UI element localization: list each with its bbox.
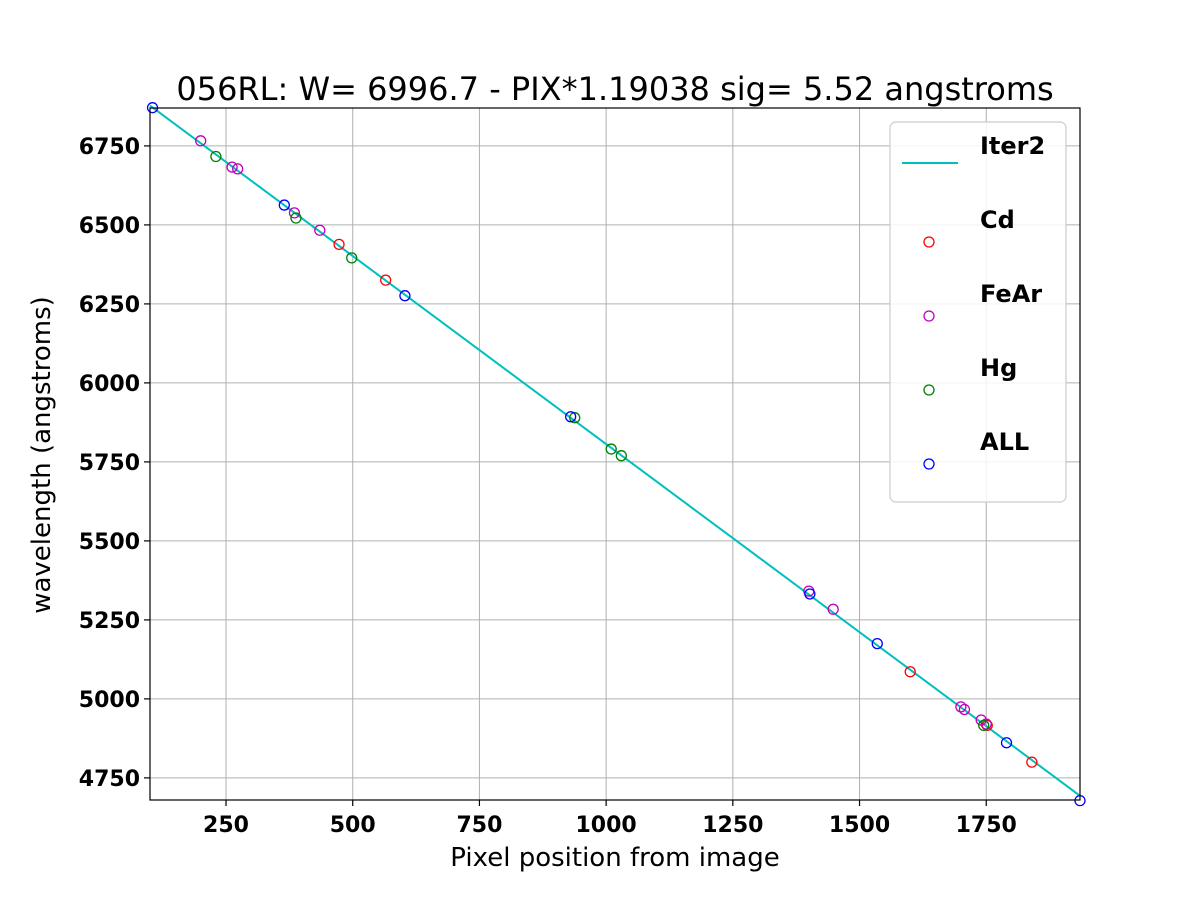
y-axis-label: wavelength (angstroms): [27, 296, 57, 614]
axis-ticks: 250 500 750 1000 1250 1500 1750 4750 5000 5250 550…: [79, 135, 1017, 838]
data-point-cd: [1026, 756, 1038, 768]
legend-label-fear: FeAr: [980, 280, 1042, 308]
data-point-fear: [827, 603, 839, 615]
x-tick-label: 1500: [829, 813, 890, 838]
legend-marker-all: [923, 458, 935, 470]
data-point-fear: [232, 163, 244, 175]
data-point-all: [399, 290, 411, 302]
y-tick-label: 5000: [79, 688, 140, 713]
y-tick-label: 6250: [79, 293, 140, 318]
legend-marker-fear: [923, 310, 935, 322]
legend-label-iter2: Iter2: [980, 132, 1045, 160]
data-point-fear: [288, 207, 301, 219]
data-point-cd: [333, 238, 345, 250]
data-point-fear: [195, 135, 207, 147]
x-tick-label: 1000: [576, 813, 637, 838]
legend-box: [889, 121, 1067, 503]
y-tick-label: 6000: [79, 372, 140, 397]
data-point-cd: [380, 274, 392, 286]
legend-marker-cd: [923, 236, 935, 248]
data-point-hg: [569, 412, 581, 424]
data-point-all: [278, 199, 290, 211]
x-axis-label: Pixel position from image: [450, 843, 779, 873]
data-point-hg: [290, 212, 302, 224]
legend-label-cd: Cd: [980, 206, 1015, 234]
data-point-all: [1000, 737, 1013, 749]
legend-label-hg: Hg: [980, 354, 1017, 382]
plot-frame: [149, 107, 1081, 801]
chart-title: 056RL: W= 6996.7 - PIX*1.19038 sig= 5.52…: [176, 70, 1053, 108]
x-tick-label: 250: [203, 813, 249, 838]
y-tick-label: 6750: [79, 135, 140, 160]
data-point-hg: [346, 252, 358, 264]
y-tick-label: 5750: [79, 451, 140, 476]
data-point-fear: [314, 224, 326, 236]
data-point-fear: [958, 703, 971, 716]
y-tick-label: 5500: [79, 530, 140, 555]
plot-area: [146, 102, 1086, 807]
data-point-all: [871, 637, 883, 650]
y-tick-label: 4750: [79, 767, 140, 792]
data-point-fear: [955, 701, 967, 713]
data-point-all: [804, 588, 816, 600]
x-tick-label: 1250: [702, 813, 763, 838]
x-tick-label: 500: [330, 813, 376, 838]
data-point-hg: [978, 719, 990, 732]
y-tick-label: 5250: [79, 609, 140, 634]
data-point-hg: [210, 150, 222, 163]
x-tick-label: 1750: [956, 813, 1017, 838]
y-tick-label: 6500: [79, 214, 140, 239]
fit-line-iter2: [149, 104, 1081, 797]
data-point-hg: [605, 443, 617, 455]
x-tick-label: 750: [456, 813, 502, 838]
data-point-all: [565, 411, 577, 423]
legend-label-all: ALL: [980, 428, 1029, 456]
data-point-fear: [226, 161, 238, 173]
legend-marker-hg: [923, 384, 935, 396]
data-point-hg: [615, 450, 627, 462]
legend: Iter2 Cd FeAr Hg ALL: [889, 121, 1067, 503]
data-point-cd: [904, 666, 916, 678]
